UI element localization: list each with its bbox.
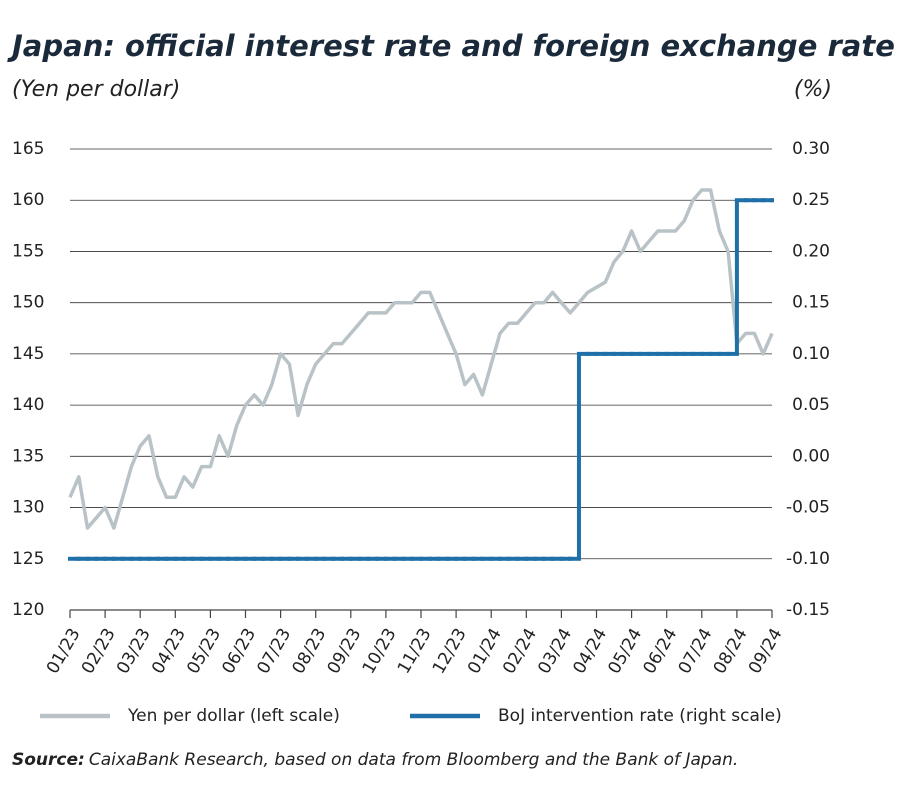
x-tick-label: 07/24 xyxy=(675,625,717,677)
yen-line xyxy=(68,188,774,530)
x-tick-label: 06/23 xyxy=(218,625,260,677)
y-tick-label: 160 xyxy=(12,190,44,210)
x-tick-label: 01/23 xyxy=(43,625,85,677)
y-tick-label: 135 xyxy=(12,446,44,466)
y2-tick-label: -0.15 xyxy=(786,600,830,620)
y2-tick-label: 0.10 xyxy=(792,344,830,364)
y2-tick-label: 0.30 xyxy=(792,139,830,159)
x-tick-label: 08/23 xyxy=(289,625,331,677)
y-tick-label: 165 xyxy=(12,139,44,159)
legend-label: BoJ intervention rate (right scale) xyxy=(498,706,782,726)
y2-tick-label: -0.10 xyxy=(786,549,830,569)
y2-tick-label: 0.15 xyxy=(792,293,830,313)
y2-axis-title: (%) xyxy=(794,77,832,102)
y-tick-label: 120 xyxy=(12,600,44,620)
source-text: CaixaBank Research, based on data from B… xyxy=(89,750,738,770)
x-tick-label: 05/23 xyxy=(183,625,225,677)
x-tick-label: 07/23 xyxy=(253,625,295,677)
y2-tick-label: 0.00 xyxy=(792,446,830,466)
x-tick-label: 09/24 xyxy=(745,625,787,677)
x-tick-label: 03/23 xyxy=(113,625,155,677)
y2-tick-label: 0.05 xyxy=(792,395,830,415)
y-tick-label: 150 xyxy=(12,293,44,313)
source-label: Source: xyxy=(12,750,85,770)
y-tick-label: 140 xyxy=(12,395,44,415)
x-tick-label: 04/23 xyxy=(148,625,190,677)
y-tick-label: 130 xyxy=(12,498,44,518)
x-tick-label: 06/24 xyxy=(640,625,682,677)
x-tick-label: 04/24 xyxy=(569,625,611,677)
x-tick-label: 02/24 xyxy=(499,625,541,677)
y-tick-label: 145 xyxy=(12,344,44,364)
x-tick-label: 09/23 xyxy=(324,625,366,677)
x-tick-label: 11/23 xyxy=(394,625,436,677)
legend-label: Yen per dollar (left scale) xyxy=(127,706,340,726)
x-tick-label: 01/24 xyxy=(464,625,506,677)
source-note: Source: CaixaBank Research, based on data… xyxy=(12,750,738,770)
x-tick-label: 10/23 xyxy=(359,625,401,677)
x-tick-label: 12/23 xyxy=(429,625,471,677)
y2-tick-label: 0.25 xyxy=(792,190,830,210)
x-tick-label: 05/24 xyxy=(604,625,646,677)
y-tick-label: 125 xyxy=(12,549,44,569)
x-tick-label: 02/23 xyxy=(78,625,120,677)
y2-tick-label: 0.20 xyxy=(792,241,830,261)
x-tick-label: 08/24 xyxy=(710,625,752,677)
chart-title: Japan: official interest rate and foreig… xyxy=(7,29,895,63)
y-tick-label: 155 xyxy=(12,241,44,261)
y-axis-title: (Yen per dollar) xyxy=(12,77,180,102)
y2-tick-label: -0.05 xyxy=(786,498,830,518)
x-tick-label: 03/24 xyxy=(534,625,576,677)
